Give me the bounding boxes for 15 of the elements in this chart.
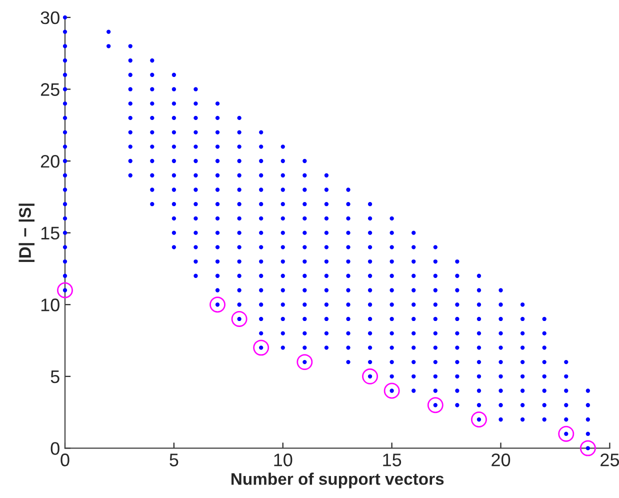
y-tick-label: 30 bbox=[40, 11, 60, 24]
x-axis-title: Number of support vectors bbox=[232, 472, 444, 488]
x-tick-label: 5 bbox=[170, 454, 178, 466]
y-tick-label: 0 bbox=[50, 442, 60, 455]
x-tick-label: 0 bbox=[60, 454, 70, 466]
x-tick-label: 10 bbox=[274, 454, 292, 466]
x-tick-label: 25 bbox=[600, 454, 619, 466]
y-axis-title: |D| − |S| bbox=[18, 204, 34, 262]
x-tick-label: 15 bbox=[383, 454, 402, 466]
y-tick-label: 10 bbox=[41, 298, 60, 312]
y-tick-label: 5 bbox=[50, 370, 60, 384]
y-tick-label: 15 bbox=[41, 226, 60, 240]
x-tick-label: 20 bbox=[492, 454, 510, 466]
y-tick-label: 20 bbox=[40, 154, 60, 168]
y-tick-label: 25 bbox=[40, 83, 60, 96]
